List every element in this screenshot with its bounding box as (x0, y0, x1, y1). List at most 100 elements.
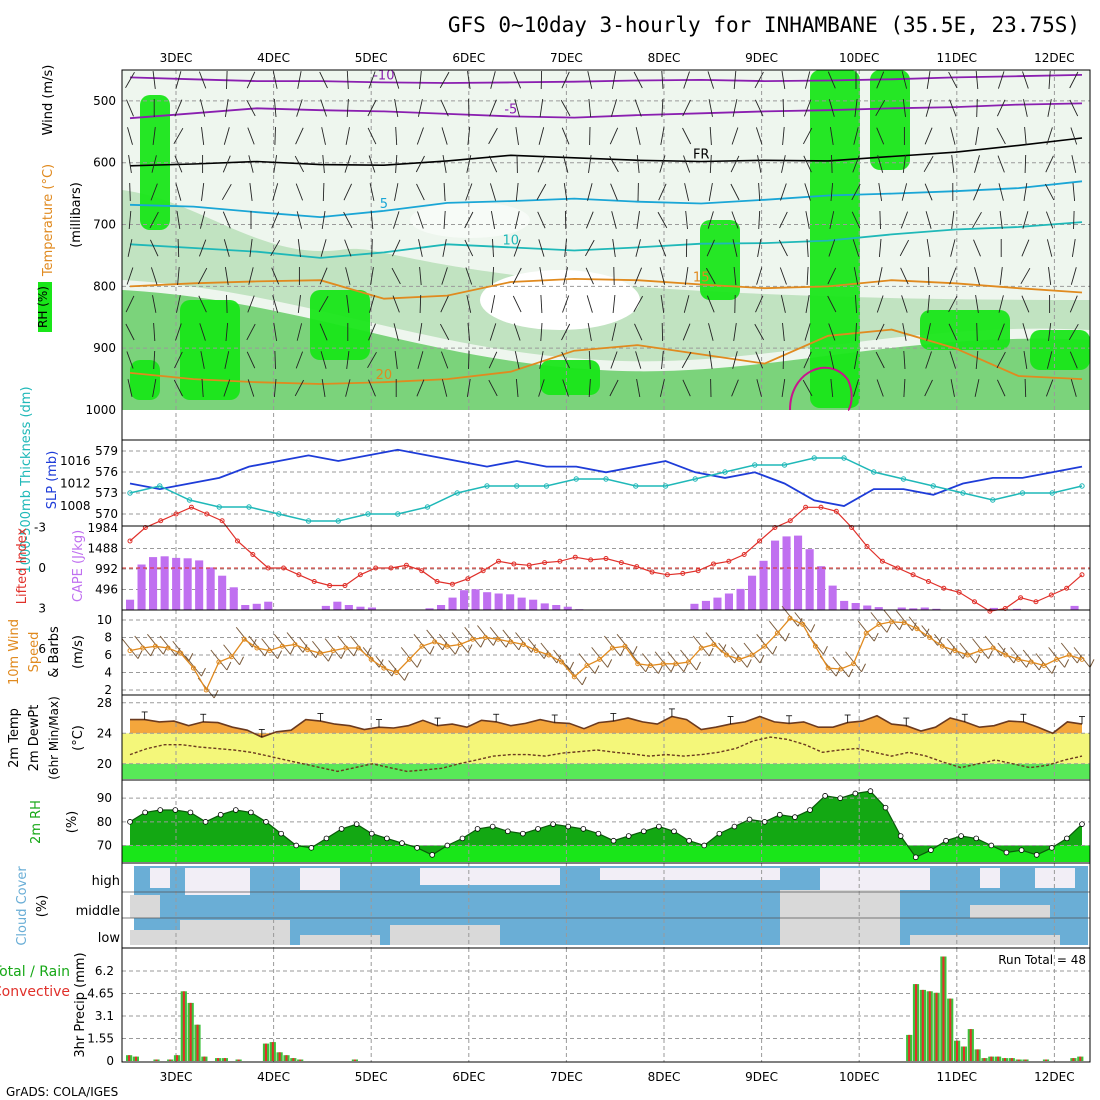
y-tick-precip: 3.1 (95, 1009, 114, 1023)
day-label-top: 9DEC (745, 51, 778, 65)
wind-barb (225, 322, 229, 342)
rh-marker (837, 795, 844, 801)
wind-barb (829, 127, 834, 145)
wind-barb (369, 295, 375, 313)
wind-barb (610, 183, 618, 201)
li-marker (480, 568, 486, 574)
wind-barb (900, 267, 909, 285)
wind-barb (441, 127, 448, 145)
wind-barb (1071, 155, 1077, 173)
cape-bar (863, 605, 872, 610)
wind-barb (803, 155, 812, 173)
wind-barb (636, 379, 641, 397)
wind-barb (949, 99, 957, 117)
li-marker (603, 556, 609, 562)
day-label-bottom: 12DEC (1034, 1070, 1074, 1084)
wind-barb (273, 98, 277, 118)
wind-barb (851, 183, 861, 201)
wind-barb (296, 211, 303, 229)
legend-rh-swatch (38, 282, 52, 332)
day-label-top: 10DEC (839, 51, 879, 65)
wind-barb (295, 351, 304, 369)
wind-barb (1048, 70, 1051, 90)
gridlines (122, 70, 1090, 440)
wind-barb (778, 239, 788, 257)
wind10-marker (622, 643, 628, 649)
wind-barb (222, 155, 231, 173)
wind-barb (852, 239, 860, 257)
wind-barb (878, 238, 882, 258)
cape-bar (540, 603, 549, 610)
wind-barb (609, 155, 619, 173)
wind10-marker (774, 630, 780, 636)
li-marker (680, 570, 686, 576)
ylabel-temp-b: 2m DewPt (27, 705, 42, 772)
wind-barb (537, 211, 546, 229)
wind-barb (683, 71, 690, 89)
wind-barb (174, 99, 183, 117)
wind-barb (877, 267, 883, 285)
wind-barb (443, 210, 446, 230)
temp-band-low (122, 763, 1090, 779)
rh-dry-area (410, 202, 530, 238)
wind-barb (394, 351, 398, 369)
precip-convective-bar (203, 1056, 206, 1061)
precip-convective-bar (976, 1049, 979, 1061)
precip-convective-bar (1045, 1059, 1048, 1061)
precip-convective-bar (134, 1056, 137, 1061)
wind10-marker (901, 620, 907, 626)
precip-convective-bar (353, 1059, 356, 1061)
panel-precip: 0 1.55 3.1 4.65 6.2 Run Total = 48 3hr Precip … (0, 947, 1091, 1068)
wind-barb (274, 126, 276, 146)
li-marker (265, 565, 271, 571)
rh-marker (187, 809, 194, 816)
wind10-marker (749, 652, 755, 658)
wind-barb (392, 211, 400, 229)
wind-barb (975, 127, 979, 145)
gridlines (122, 440, 1090, 526)
li-marker (542, 560, 548, 566)
wind10-marker (1028, 659, 1034, 665)
rh-marker (807, 807, 813, 813)
wind-barb (853, 267, 859, 285)
wind10-marker (787, 615, 793, 621)
wind-barb (806, 266, 809, 286)
legend: Wind (m/s) Temperature (°C) RH (%) (36, 65, 56, 332)
wind-barb (174, 351, 183, 369)
wind-barb (318, 295, 329, 313)
thickness-marker (752, 462, 758, 468)
wind10-barb-flag (607, 659, 613, 668)
rh-marker (610, 837, 617, 844)
wind-barb (464, 239, 474, 257)
wind-barb (659, 155, 666, 173)
wind-barb (636, 154, 640, 174)
rh-marker (459, 835, 466, 842)
wind-barb (709, 351, 713, 369)
wind-barb (538, 239, 545, 257)
rh-marker (444, 842, 451, 849)
li-marker (803, 504, 809, 510)
wind-barb (418, 323, 423, 341)
wind-barb (490, 211, 496, 229)
wind-barb (562, 295, 570, 313)
ylabel-temp-a: 2m Temp (7, 708, 22, 768)
wind-barb (829, 211, 835, 229)
thickness-marker (514, 483, 520, 489)
rh-marker (1018, 847, 1025, 853)
ylabel-slp: SLP (mb) (45, 451, 60, 510)
thickness-marker (781, 462, 788, 468)
temp-contour (129, 74, 1083, 84)
wind10-marker (546, 652, 552, 658)
cape-bar (563, 606, 572, 610)
thickness-marker (484, 483, 490, 489)
wind10-barb-flag (594, 665, 600, 674)
wind-barb (536, 183, 547, 201)
wind10-barb-flag (201, 667, 206, 677)
wind-barb (633, 71, 643, 89)
li-marker (787, 518, 793, 524)
thickness-marker (454, 490, 460, 496)
wind-barb (633, 295, 643, 313)
wind-barb (319, 323, 328, 341)
wind-barb (1024, 154, 1027, 174)
